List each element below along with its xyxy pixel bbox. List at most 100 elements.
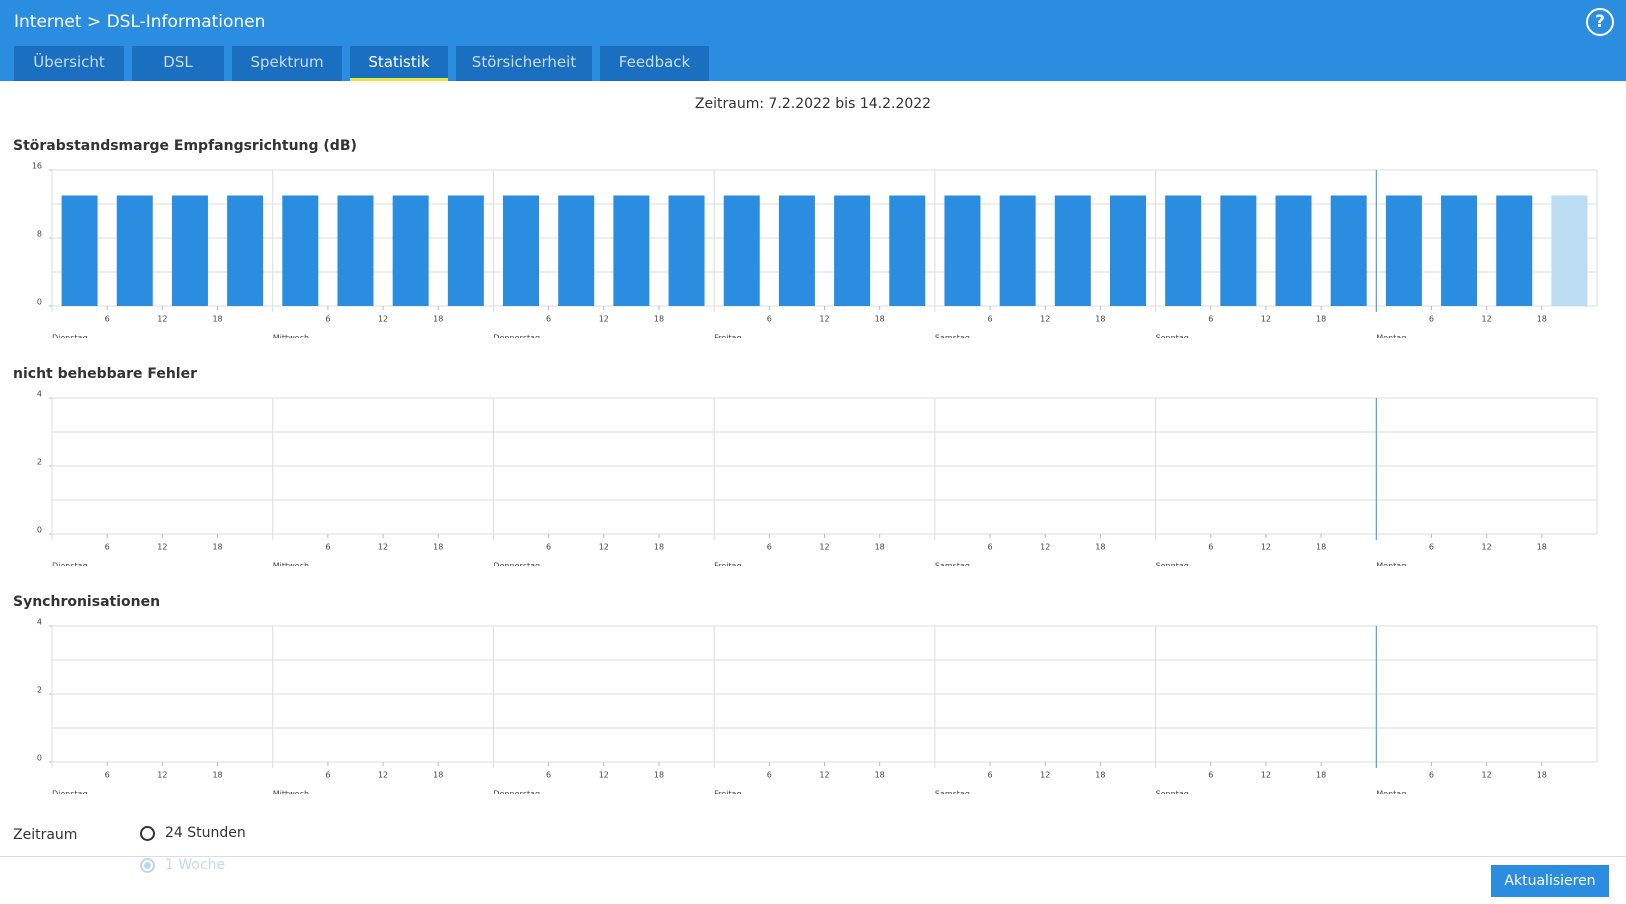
day-label: Samstag	[935, 334, 970, 339]
x-tick-label: 18	[875, 543, 885, 552]
x-tick-label: 18	[654, 771, 664, 780]
tab[interactable]: Übersicht	[14, 46, 124, 81]
x-tick-label: 6	[767, 771, 772, 780]
radio[interactable]	[140, 857, 155, 873]
x-tick-label: 6	[325, 315, 330, 324]
bar	[503, 195, 540, 306]
x-tick-label: 12	[157, 543, 167, 552]
x-tick-label: 6	[767, 315, 772, 324]
bar	[1441, 195, 1478, 306]
tab[interactable]: Störsicherheit	[456, 46, 592, 81]
bar	[447, 195, 484, 306]
x-tick-label: 12	[819, 543, 829, 552]
tab[interactable]: Feedback	[600, 46, 709, 81]
x-tick-label: 12	[378, 315, 388, 324]
x-tick-label: 18	[875, 771, 885, 780]
bar	[668, 195, 705, 306]
x-tick-label: 12	[1040, 771, 1050, 780]
y-tick-label: 0	[37, 754, 42, 763]
x-tick-label: 18	[433, 543, 443, 552]
radio-option[interactable]: 1 Woche	[140, 857, 225, 873]
x-tick-label: 18	[1316, 315, 1326, 324]
crumb: DSL-Informationen	[106, 12, 266, 32]
x-tick-label: 12	[1261, 315, 1271, 324]
y-tick-label: 0	[37, 298, 42, 307]
x-tick-label: 18	[1537, 543, 1547, 552]
day-label: Freitag	[714, 562, 741, 567]
bar	[723, 195, 760, 306]
day-label: Montag	[1376, 562, 1406, 567]
day-label: Mittwoch	[273, 334, 309, 339]
radio[interactable]	[140, 825, 155, 841]
bar	[61, 195, 98, 306]
x-tick-label: 12	[819, 771, 829, 780]
crumb[interactable]: Internet	[14, 12, 82, 32]
chart: 0 2 4 Dienstag 6 12 18 Mittwoch 6 12 18 Donnerstag 6…	[37, 618, 1598, 795]
x-tick-label: 12	[157, 315, 167, 324]
day-label: Sonntag	[1156, 334, 1189, 339]
x-tick-label: 18	[212, 315, 222, 324]
bar	[613, 195, 650, 306]
day-label: Montag	[1376, 334, 1406, 339]
x-tick-label: 6	[546, 315, 551, 324]
x-tick-label: 12	[1482, 315, 1492, 324]
x-tick-label: 6	[325, 543, 330, 552]
tab[interactable]: Statistik	[350, 46, 448, 81]
y-tick-label: 4	[37, 390, 42, 399]
x-tick-label: 6	[1208, 771, 1213, 780]
radio-option[interactable]: 24 Stunden	[140, 825, 246, 841]
x-tick-label: 6	[987, 543, 992, 552]
x-tick-label: 18	[212, 771, 222, 780]
x-tick-label: 18	[1316, 543, 1326, 552]
x-tick-label: 12	[157, 771, 167, 780]
x-tick-label: 6	[105, 315, 110, 324]
bar	[1551, 195, 1588, 306]
y-tick-label: 16	[32, 162, 42, 171]
day-label: Mittwoch	[273, 562, 309, 567]
chart-title: nicht behebbare Fehler	[13, 366, 197, 382]
day-label: Donnerstag	[493, 790, 540, 795]
bar	[282, 195, 319, 306]
x-tick-label: 12	[599, 543, 609, 552]
bar	[944, 195, 981, 306]
bar	[889, 195, 926, 306]
x-tick-label: 6	[105, 543, 110, 552]
x-tick-label: 12	[1040, 543, 1050, 552]
x-tick-label: 12	[1482, 771, 1492, 780]
refresh-button[interactable]: Aktualisieren	[1491, 865, 1609, 897]
x-tick-label: 12	[599, 771, 609, 780]
x-tick-label: 6	[767, 543, 772, 552]
tab[interactable]: Spektrum	[232, 46, 342, 81]
x-tick-label: 18	[1537, 315, 1547, 324]
bar	[227, 195, 264, 306]
x-tick-label: 18	[1095, 315, 1105, 324]
bar	[171, 195, 208, 306]
bar	[1109, 195, 1146, 306]
x-tick-label: 18	[212, 543, 222, 552]
x-tick-label: 6	[1208, 543, 1213, 552]
header: Internet > DSL-Informationen ? Übersicht…	[0, 0, 1626, 81]
x-tick-label: 12	[378, 771, 388, 780]
x-tick-label: 18	[1095, 543, 1105, 552]
x-tick-label: 12	[1261, 543, 1271, 552]
chart-title: Störabstandsmarge Empfangsrichtung (dB)	[13, 138, 357, 154]
x-tick-label: 18	[654, 315, 664, 324]
bar	[558, 195, 595, 306]
radio-label: 24 Stunden	[165, 825, 246, 841]
tab[interactable]: DSL	[132, 46, 224, 81]
x-tick-label: 18	[1537, 771, 1547, 780]
bar	[1165, 195, 1202, 306]
day-label: Sonntag	[1156, 562, 1189, 567]
y-tick-label: 2	[37, 458, 42, 467]
x-tick-label: 18	[433, 771, 443, 780]
day-label: Sonntag	[1156, 790, 1189, 795]
x-tick-label: 18	[1095, 771, 1105, 780]
bar	[1054, 195, 1091, 306]
x-tick-label: 6	[105, 771, 110, 780]
x-tick-label: 12	[1482, 543, 1492, 552]
help-button[interactable]: ?	[1586, 8, 1614, 36]
x-tick-label: 18	[1316, 771, 1326, 780]
day-label: Freitag	[714, 334, 741, 339]
period: Zeitraum: 7.2.2022 bis 14.2.2022	[694, 96, 932, 112]
